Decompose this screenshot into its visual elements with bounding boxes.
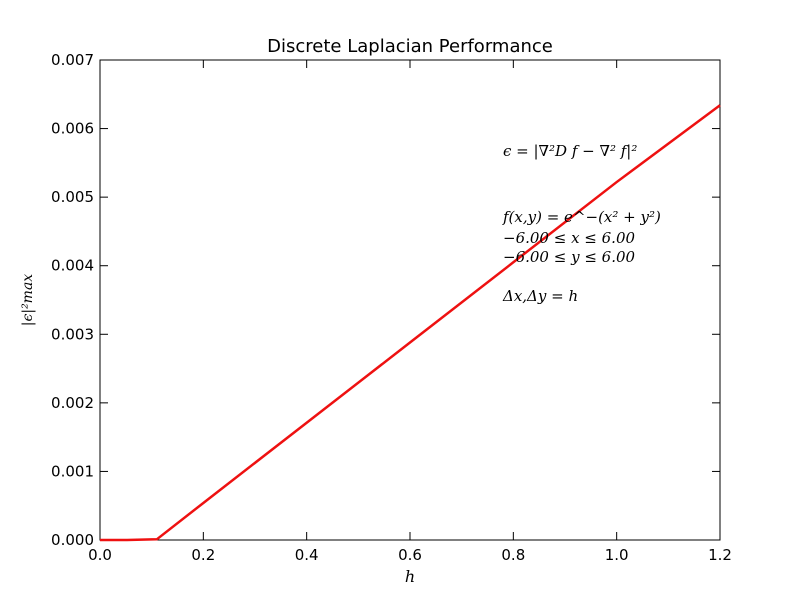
- chart-title: Discrete Laplacian Performance: [267, 36, 553, 57]
- y-tick-label: 0.004: [51, 257, 94, 275]
- annotation-x-domain: −6.00 ≤ x ≤ 6.00: [503, 229, 635, 247]
- x-tick-label: 0.0: [88, 546, 112, 564]
- annotation-function: f(x,y) = e^−(x² + y²): [502, 208, 661, 226]
- x-tick-label: 0.4: [295, 546, 319, 564]
- annotation-grid-spacing: Δx,Δy = h: [502, 287, 578, 305]
- y-tick-label: 0.007: [51, 51, 94, 69]
- x-axis-label: h: [405, 567, 415, 586]
- y-axis-label: |ϵ|²max: [20, 274, 36, 327]
- annotation-block: ϵ = |∇²D f − ∇² f|² f(x,y) = e^−(x² + y²…: [502, 142, 661, 305]
- y-tick-label: 0.002: [51, 394, 94, 412]
- x-tick-label: 0.6: [398, 546, 422, 564]
- series-line-0: [100, 104, 721, 542]
- y-axis-ticks: 0.000 0.001 0.002 0.003 0.004 0.005 0.006 0.007: [51, 51, 720, 549]
- y-tick-label: 0.001: [51, 462, 94, 480]
- x-tick-label: 0.8: [501, 546, 525, 564]
- series-layer: [100, 104, 721, 542]
- y-tick-label: 0.000: [51, 531, 94, 549]
- y-tick-label: 0.006: [51, 120, 94, 138]
- annotation-error-definition: ϵ = |∇²D f − ∇² f|²: [503, 142, 637, 160]
- x-axis-ticks: 0.0 0.2 0.4 0.6 0.8 1.0 1.2: [88, 60, 732, 564]
- x-tick-label: 0.2: [191, 546, 215, 564]
- annotation-y-domain: −6.00 ≤ y ≤ 6.00: [503, 248, 636, 266]
- y-tick-label: 0.005: [51, 188, 94, 206]
- x-tick-label: 1.0: [605, 546, 629, 564]
- x-tick-label: 1.2: [708, 546, 732, 564]
- plot-area: 0.0 0.2 0.4 0.6 0.8 1.0 1.2 0.0000.0010.0020.0…: [51, 51, 732, 564]
- y-tick-label: 0.003: [51, 325, 94, 343]
